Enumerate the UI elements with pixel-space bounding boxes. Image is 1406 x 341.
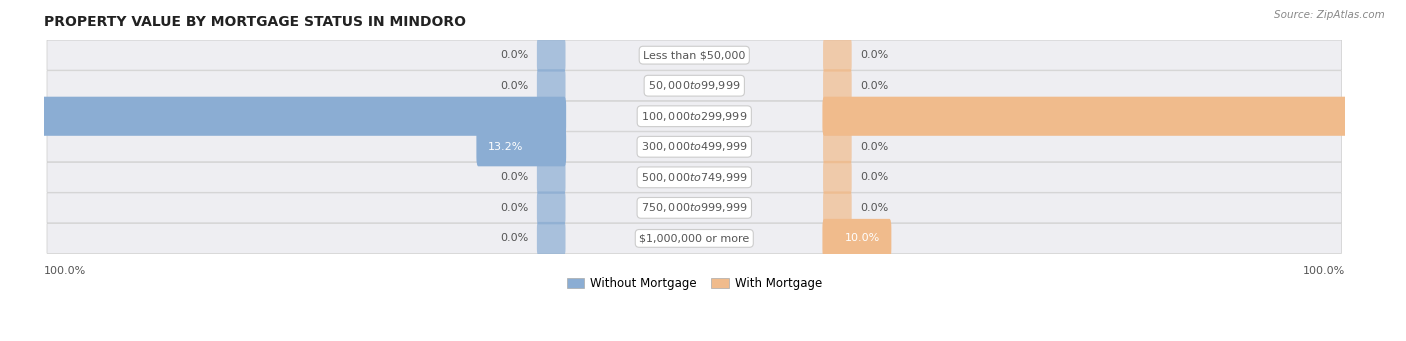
- FancyBboxPatch shape: [46, 101, 1341, 131]
- FancyBboxPatch shape: [46, 162, 1341, 192]
- Text: 0.0%: 0.0%: [501, 233, 529, 243]
- FancyBboxPatch shape: [46, 193, 1341, 223]
- FancyBboxPatch shape: [823, 39, 852, 72]
- Text: 13.2%: 13.2%: [488, 142, 523, 152]
- Text: 0.0%: 0.0%: [501, 172, 529, 182]
- Text: 10.0%: 10.0%: [845, 233, 880, 243]
- Text: $750,000 to $999,999: $750,000 to $999,999: [641, 202, 748, 214]
- Text: $300,000 to $499,999: $300,000 to $499,999: [641, 140, 748, 153]
- FancyBboxPatch shape: [0, 97, 567, 136]
- FancyBboxPatch shape: [823, 191, 852, 224]
- Text: 0.0%: 0.0%: [501, 203, 529, 213]
- Legend: Without Mortgage, With Mortgage: Without Mortgage, With Mortgage: [562, 272, 827, 295]
- Text: 0.0%: 0.0%: [501, 50, 529, 60]
- FancyBboxPatch shape: [823, 130, 852, 163]
- Text: $1,000,000 or more: $1,000,000 or more: [640, 233, 749, 243]
- FancyBboxPatch shape: [537, 191, 565, 224]
- FancyBboxPatch shape: [46, 71, 1341, 101]
- FancyBboxPatch shape: [823, 161, 852, 194]
- Text: 86.8%: 86.8%: [10, 111, 45, 121]
- Text: 0.0%: 0.0%: [860, 50, 889, 60]
- FancyBboxPatch shape: [823, 219, 891, 258]
- FancyBboxPatch shape: [477, 127, 567, 166]
- FancyBboxPatch shape: [537, 222, 565, 255]
- FancyBboxPatch shape: [46, 40, 1341, 70]
- Text: 0.0%: 0.0%: [860, 203, 889, 213]
- Text: 100.0%: 100.0%: [44, 266, 86, 276]
- Text: PROPERTY VALUE BY MORTGAGE STATUS IN MINDORO: PROPERTY VALUE BY MORTGAGE STATUS IN MIN…: [44, 15, 465, 29]
- FancyBboxPatch shape: [537, 39, 565, 72]
- Text: Source: ZipAtlas.com: Source: ZipAtlas.com: [1274, 10, 1385, 20]
- Text: 100.0%: 100.0%: [1302, 266, 1344, 276]
- FancyBboxPatch shape: [46, 132, 1341, 162]
- Text: $500,000 to $749,999: $500,000 to $749,999: [641, 171, 748, 184]
- Text: $50,000 to $99,999: $50,000 to $99,999: [648, 79, 741, 92]
- FancyBboxPatch shape: [823, 97, 1406, 136]
- Text: 0.0%: 0.0%: [860, 142, 889, 152]
- Text: $100,000 to $299,999: $100,000 to $299,999: [641, 110, 748, 123]
- Text: Less than $50,000: Less than $50,000: [643, 50, 745, 60]
- Text: 0.0%: 0.0%: [860, 172, 889, 182]
- Text: 0.0%: 0.0%: [501, 81, 529, 91]
- FancyBboxPatch shape: [537, 69, 565, 102]
- Text: 90.0%: 90.0%: [1365, 111, 1400, 121]
- FancyBboxPatch shape: [823, 69, 852, 102]
- Text: 0.0%: 0.0%: [860, 81, 889, 91]
- FancyBboxPatch shape: [46, 223, 1341, 253]
- FancyBboxPatch shape: [537, 161, 565, 194]
